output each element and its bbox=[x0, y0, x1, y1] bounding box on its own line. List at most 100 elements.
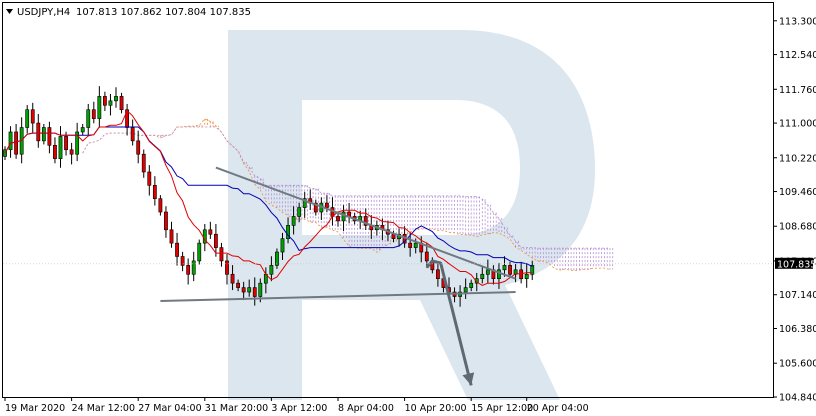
candle-body bbox=[75, 131, 80, 155]
y-tick-label: 112.540 bbox=[779, 50, 816, 61]
candle bbox=[341, 205, 346, 232]
candle-body bbox=[463, 287, 468, 293]
candle-body bbox=[258, 282, 263, 297]
candle bbox=[302, 191, 307, 218]
candle bbox=[485, 259, 490, 284]
candle-body bbox=[141, 153, 146, 173]
candle-body bbox=[408, 242, 413, 248]
tenkan-sen-line bbox=[4, 109, 533, 286]
candle bbox=[347, 202, 352, 224]
candle bbox=[191, 251, 196, 282]
candle-body bbox=[86, 109, 91, 128]
candle bbox=[280, 232, 285, 261]
forecast-arrow-path bbox=[425, 259, 473, 386]
candle-body bbox=[497, 269, 501, 280]
candle bbox=[97, 86, 102, 128]
y-tick-label: 107.140 bbox=[779, 290, 816, 301]
ichimoku-cloud bbox=[82, 118, 614, 271]
candle-body bbox=[469, 282, 474, 288]
candle-body bbox=[64, 136, 68, 151]
y-axis: 113.300 112.540 111.760 111.000 110.220 109.4… bbox=[773, 16, 816, 404]
candle bbox=[69, 142, 74, 165]
candle bbox=[208, 221, 213, 239]
x-tick-label: 15 Apr 12:00 bbox=[471, 403, 533, 414]
indicator-lines bbox=[4, 109, 533, 286]
candle bbox=[186, 258, 191, 285]
candle bbox=[130, 119, 135, 146]
trendline bbox=[160, 291, 516, 302]
candle bbox=[8, 126, 13, 158]
candle-body bbox=[41, 127, 46, 142]
plot-frame bbox=[2, 2, 774, 398]
x-tick-label: 24 Mar 12:00 bbox=[72, 403, 135, 414]
candle bbox=[286, 217, 290, 244]
candle bbox=[119, 92, 124, 114]
annotations bbox=[3, 166, 773, 386]
candle-body bbox=[175, 242, 179, 257]
candle-body bbox=[313, 202, 318, 213]
triangle-down-icon[interactable] bbox=[6, 9, 13, 14]
candle-body bbox=[302, 198, 307, 208]
candle-body bbox=[252, 287, 257, 297]
candle-body bbox=[502, 265, 507, 271]
candle bbox=[41, 123, 46, 145]
candle bbox=[297, 202, 302, 223]
candle-body bbox=[25, 109, 30, 128]
candle bbox=[336, 211, 340, 227]
chart-header: USDJPY,H4 107.813 107.862 107.804 107.83… bbox=[6, 7, 251, 18]
candle-body bbox=[58, 136, 63, 159]
candle bbox=[308, 189, 313, 211]
x-tick-label: 27 Mar 04:00 bbox=[138, 403, 201, 414]
candle bbox=[136, 130, 141, 164]
candle-body bbox=[14, 131, 19, 155]
candle-body bbox=[164, 211, 168, 231]
candle-body bbox=[97, 96, 102, 119]
candle bbox=[169, 221, 174, 248]
candle-body bbox=[30, 109, 35, 124]
trendline bbox=[215, 166, 516, 280]
candle bbox=[75, 122, 80, 162]
candle bbox=[269, 256, 274, 282]
symbol-label: USDJPY,H4 bbox=[17, 7, 70, 18]
x-tick-label: 20 Apr 04:00 bbox=[527, 403, 589, 414]
candle-body bbox=[519, 269, 524, 280]
candle-body bbox=[236, 282, 241, 288]
candle bbox=[214, 224, 218, 257]
candle bbox=[519, 261, 524, 284]
candle bbox=[108, 93, 113, 116]
candle-body bbox=[169, 229, 174, 244]
candle-body bbox=[413, 242, 418, 248]
candle-body bbox=[241, 287, 246, 293]
candle bbox=[152, 176, 157, 206]
candle bbox=[319, 197, 324, 221]
candle bbox=[164, 206, 168, 238]
candle-body bbox=[230, 273, 235, 284]
candle-body bbox=[341, 211, 346, 222]
candle-body bbox=[147, 171, 152, 186]
candle bbox=[241, 281, 246, 301]
y-tick-label: 111.000 bbox=[779, 119, 816, 130]
candle-body bbox=[219, 247, 224, 262]
candle bbox=[508, 261, 512, 278]
candle bbox=[25, 105, 30, 134]
candle bbox=[480, 266, 485, 284]
candle-body bbox=[297, 207, 302, 217]
candle-body bbox=[336, 216, 340, 222]
candle bbox=[175, 232, 179, 266]
x-tick-label: 31 Mar 20:00 bbox=[205, 403, 268, 414]
candle bbox=[103, 91, 107, 112]
candle-body bbox=[269, 265, 274, 275]
x-tick-label: 8 Apr 04:00 bbox=[338, 403, 394, 414]
candle-body bbox=[363, 216, 368, 226]
candle bbox=[147, 165, 152, 196]
candle-body bbox=[53, 145, 57, 159]
y-tick-label: 113.300 bbox=[779, 16, 816, 27]
current-price-label: 107.835 bbox=[777, 259, 816, 270]
candle-body bbox=[424, 251, 429, 262]
x-axis: 19 Mar 2020 24 Mar 12:00 27 Mar 04:00 31 Ma… bbox=[4, 397, 589, 414]
candle bbox=[141, 149, 146, 178]
candle bbox=[524, 264, 529, 288]
candle bbox=[53, 137, 57, 164]
candle-body bbox=[152, 185, 157, 199]
